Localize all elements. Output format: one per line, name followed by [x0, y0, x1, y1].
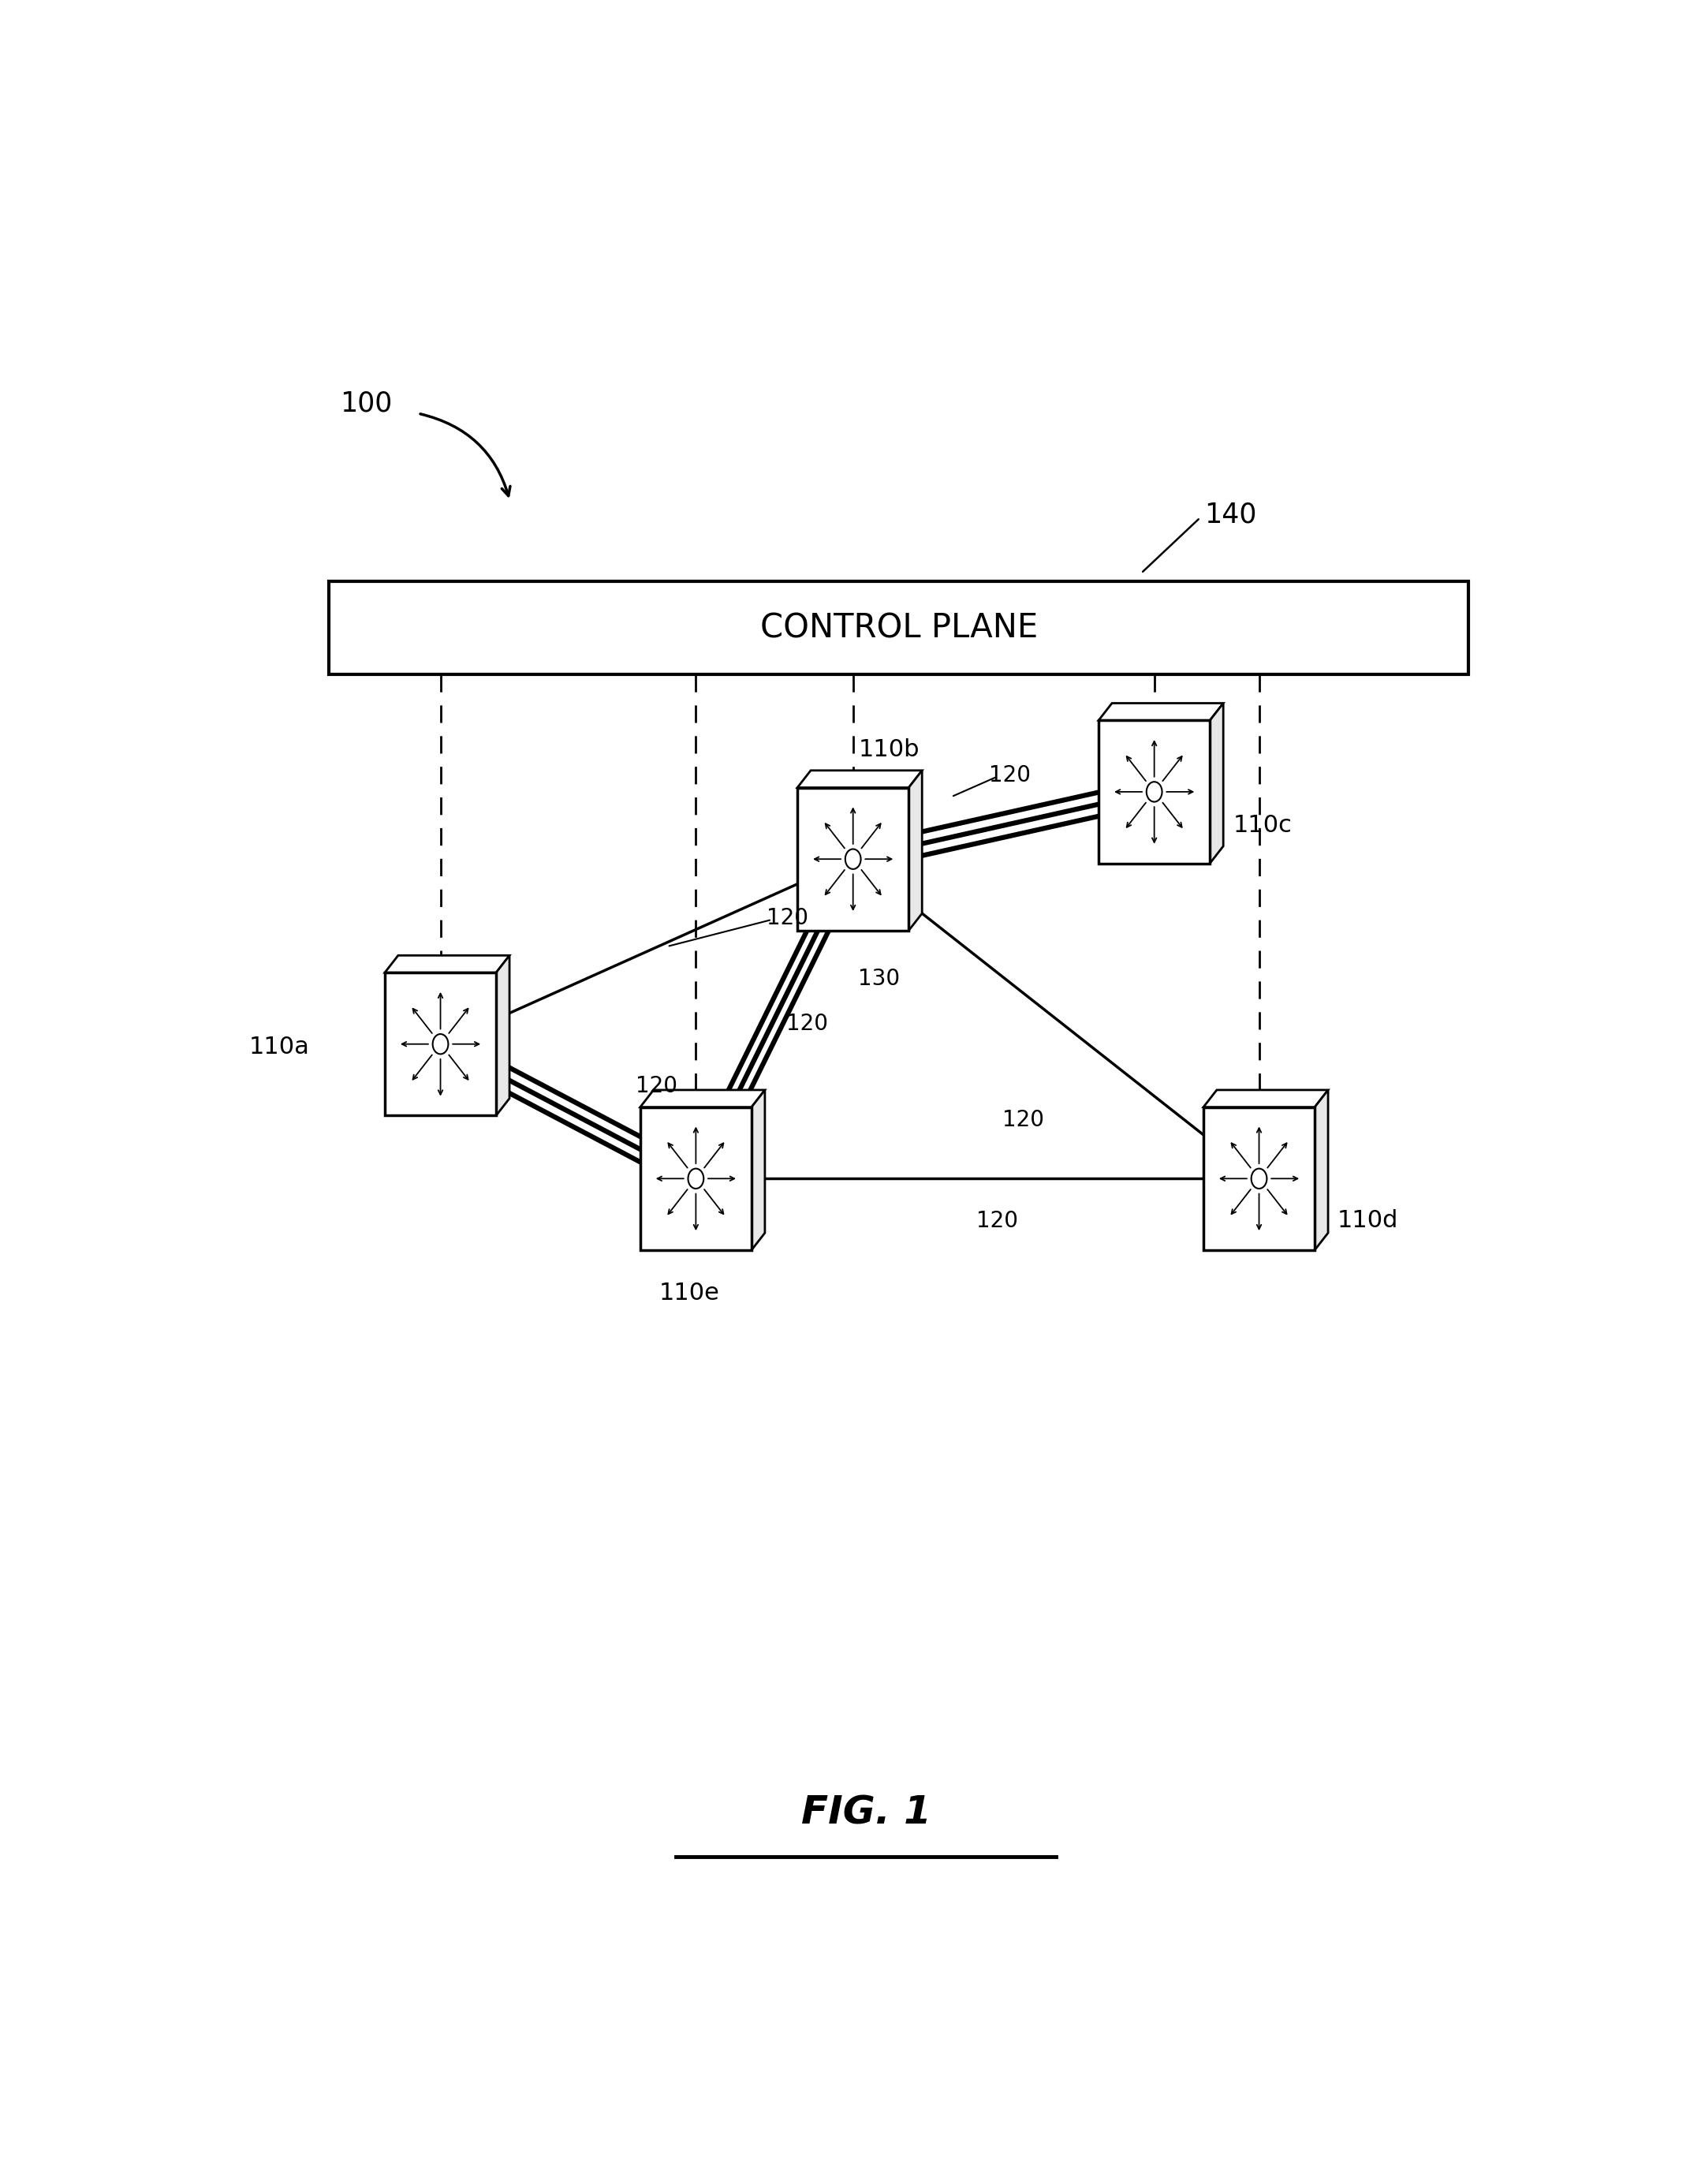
Polygon shape: [1315, 1090, 1328, 1249]
Text: 120: 120: [786, 1013, 828, 1035]
Bar: [1098, 721, 1210, 863]
Bar: [798, 788, 909, 930]
Polygon shape: [641, 1090, 766, 1107]
Bar: [1203, 1107, 1315, 1249]
Bar: [330, 581, 1469, 675]
Text: 110d: 110d: [1338, 1210, 1399, 1232]
Text: 120: 120: [977, 1210, 1017, 1232]
Polygon shape: [1203, 1090, 1328, 1107]
Polygon shape: [1098, 703, 1224, 721]
Text: 110a: 110a: [248, 1035, 309, 1059]
Text: 110c: 110c: [1234, 815, 1291, 836]
Text: 110e: 110e: [659, 1282, 720, 1304]
Bar: [385, 972, 497, 1116]
Text: 120: 120: [989, 764, 1031, 786]
Bar: [641, 1107, 752, 1249]
Text: CONTROL PLANE: CONTROL PLANE: [760, 612, 1038, 644]
Polygon shape: [497, 954, 509, 1116]
Polygon shape: [1210, 703, 1224, 863]
Polygon shape: [909, 771, 923, 930]
Text: 120: 120: [767, 906, 808, 928]
Text: 100: 100: [340, 391, 392, 417]
Polygon shape: [752, 1090, 766, 1249]
Text: 110b: 110b: [859, 738, 919, 762]
Text: 130: 130: [859, 968, 901, 989]
Polygon shape: [798, 771, 923, 788]
Text: 120: 120: [1002, 1109, 1044, 1131]
Text: 140: 140: [1203, 500, 1256, 529]
Text: FIG. 1: FIG. 1: [801, 1793, 931, 1832]
Text: 120: 120: [635, 1075, 678, 1096]
Polygon shape: [385, 954, 509, 972]
